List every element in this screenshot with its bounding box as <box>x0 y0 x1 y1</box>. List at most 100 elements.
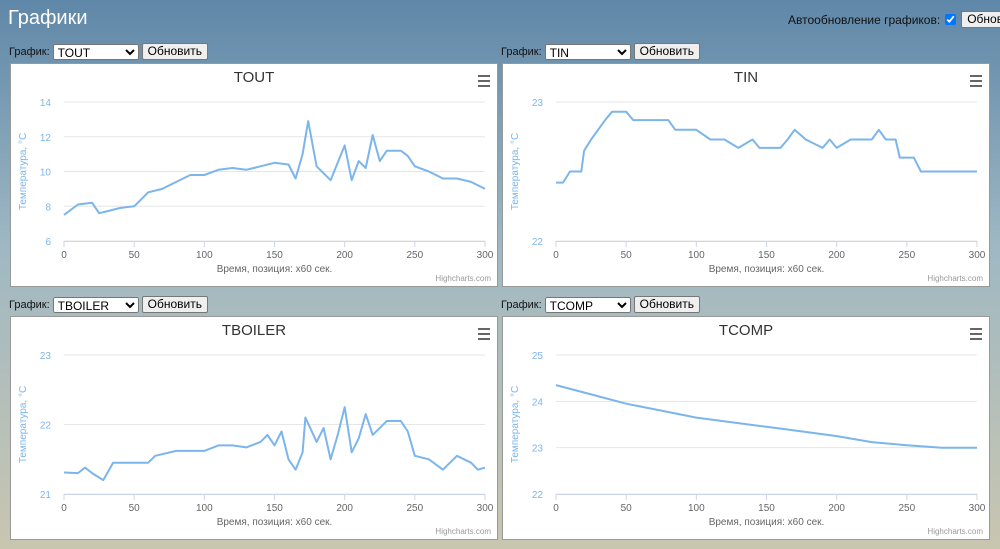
x-tick-label: 50 <box>129 250 141 261</box>
x-tick-label: 300 <box>477 503 494 514</box>
chart-panel: TOUT 6 8 10 12 14 0 50 100 150 200 250 300 Время, поз… <box>10 63 498 287</box>
menu-icon <box>478 75 490 77</box>
y-axis-title: Температура, °C <box>510 386 521 463</box>
x-tick-label: 100 <box>688 250 705 261</box>
x-tick-label: 100 <box>196 503 213 514</box>
series-line <box>556 110 977 184</box>
y-tick-label: 10 <box>40 168 52 179</box>
y-tick-label: 23 <box>532 444 544 455</box>
chart-panel: TIN 22 23 0 50 100 150 200 250 300 Время, позиция:… <box>502 63 990 287</box>
y-tick-label: 8 <box>45 202 51 213</box>
y-tick-label: 22 <box>532 490 544 501</box>
x-tick-label: 0 <box>61 503 67 514</box>
chart-select[interactable]: TCOMP <box>544 296 631 313</box>
chart-panel: TBOILER 21 22 23 0 50 100 150 200 250 300 Время, по… <box>10 316 498 540</box>
x-tick-label: 200 <box>828 503 845 514</box>
x-tick-label: 300 <box>969 250 986 261</box>
x-tick-label: 150 <box>266 503 283 514</box>
x-tick-label: 150 <box>266 250 283 261</box>
x-axis-title: Время, позиция: x60 сек. <box>217 517 333 528</box>
x-tick-label: 50 <box>129 503 141 514</box>
x-tick-label: 150 <box>758 503 775 514</box>
y-axis-title: Температура, °C <box>18 133 29 210</box>
chart-select[interactable]: TIN <box>544 43 631 60</box>
chart: TOUT 6 8 10 12 14 0 50 100 150 200 250 300 Время, поз… <box>18 69 494 283</box>
chart-select[interactable]: TOUT <box>52 43 139 60</box>
x-tick-label: 100 <box>688 503 705 514</box>
menu-icon <box>478 333 490 335</box>
page-title: Графики <box>8 7 88 29</box>
chart-title: TBOILER <box>222 322 286 339</box>
menu-icon <box>478 338 490 340</box>
x-tick-label: 0 <box>61 250 67 261</box>
x-tick-label: 0 <box>553 250 559 261</box>
x-tick-label: 300 <box>477 250 494 261</box>
menu-icon <box>970 328 982 330</box>
menu-icon <box>478 80 490 82</box>
y-tick-label: 21 <box>40 490 52 501</box>
autoupdate-label: Автообновление графиков: <box>788 12 941 27</box>
panel-controls: График: TCOMP Обновить <box>501 296 700 313</box>
x-tick-label: 250 <box>406 503 423 514</box>
panel-label: График: <box>501 298 542 311</box>
credits: Highcharts.com <box>435 274 491 283</box>
chart-title: TCOMP <box>719 322 773 339</box>
chart: TIN 22 23 0 50 100 150 200 250 300 Время, позиция:… <box>510 69 986 283</box>
x-axis-title: Время, позиция: x60 сек. <box>709 517 825 528</box>
menu-icon <box>478 85 490 87</box>
chart-title: TOUT <box>234 69 275 86</box>
menu-icon <box>970 75 982 77</box>
x-tick-label: 0 <box>553 503 559 514</box>
y-axis-title: Температура, °C <box>510 133 521 210</box>
chart: TBOILER 21 22 23 0 50 100 150 200 250 300 Время, по… <box>18 322 494 536</box>
y-tick-label: 6 <box>45 237 51 248</box>
y-axis-title: Температура, °C <box>18 386 29 463</box>
y-tick-label: 25 <box>532 351 544 362</box>
y-tick-label: 22 <box>532 237 544 248</box>
series-line <box>63 406 486 482</box>
panel-controls: График: TOUT Обновить <box>9 43 208 60</box>
menu-icon <box>970 333 982 335</box>
x-tick-label: 150 <box>758 250 775 261</box>
update-all-button[interactable]: Обновить все <box>961 11 1000 28</box>
x-axis-title: Время, позиция: x60 сек. <box>217 264 333 275</box>
x-tick-label: 250 <box>406 250 423 261</box>
x-tick-label: 250 <box>898 250 915 261</box>
y-tick-label: 23 <box>40 351 52 362</box>
x-tick-label: 200 <box>828 250 845 261</box>
chart-panel: TCOMP 22 23 24 25 0 50 100 150 200 250 300 Время, по… <box>502 316 990 540</box>
update-button[interactable]: Обновить <box>633 296 700 313</box>
x-tick-label: 100 <box>196 250 213 261</box>
update-button[interactable]: Обновить <box>633 43 700 60</box>
menu-icon <box>970 338 982 340</box>
update-button[interactable]: Обновить <box>141 296 208 313</box>
autoupdate-checkbox[interactable] <box>945 14 957 25</box>
series-line <box>555 384 977 449</box>
panel-label: График: <box>9 45 50 58</box>
y-tick-label: 22 <box>40 421 52 432</box>
credits: Highcharts.com <box>927 274 983 283</box>
menu-icon <box>478 328 490 330</box>
panel-label: График: <box>501 45 542 58</box>
panel-controls: График: TIN Обновить <box>501 43 700 60</box>
x-tick-label: 50 <box>621 250 633 261</box>
panel-label: График: <box>9 298 50 311</box>
x-tick-label: 250 <box>898 503 915 514</box>
credits: Highcharts.com <box>927 527 983 536</box>
y-tick-label: 14 <box>40 98 52 109</box>
x-tick-label: 300 <box>969 503 986 514</box>
autoupdate: Автообновление графиков: Обновить все <box>788 11 1000 28</box>
x-tick-label: 200 <box>336 503 353 514</box>
menu-icon <box>970 85 982 87</box>
update-button[interactable]: Обновить <box>141 43 208 60</box>
panel-controls: График: TBOILER Обновить <box>9 296 208 313</box>
y-tick-label: 12 <box>40 133 52 144</box>
series-line <box>63 120 486 216</box>
x-tick-label: 200 <box>336 250 353 261</box>
menu-icon <box>970 80 982 82</box>
y-tick-label: 24 <box>532 397 544 408</box>
chart-select[interactable]: TBOILER <box>52 296 139 313</box>
x-tick-label: 50 <box>621 503 633 514</box>
